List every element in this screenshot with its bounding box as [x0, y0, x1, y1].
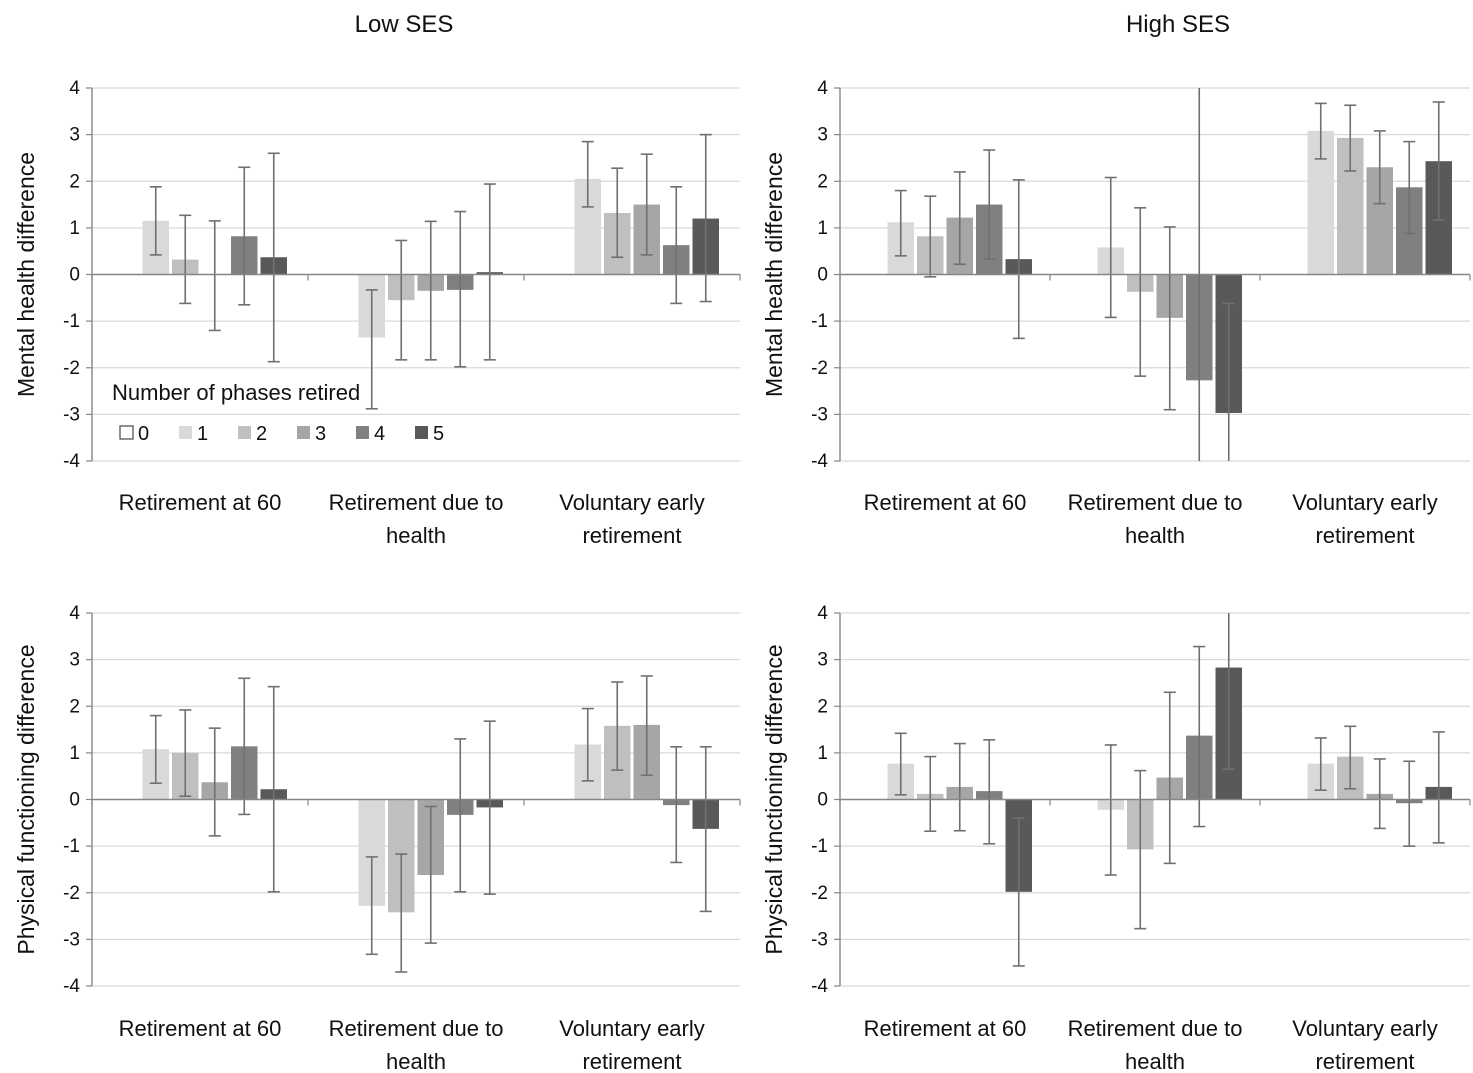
y-axis-label: Mental health difference: [13, 152, 39, 397]
category-label: health: [1125, 523, 1185, 548]
category-label: Voluntary early: [1292, 1016, 1438, 1041]
y-tick-label: 3: [817, 125, 828, 146]
legend-label: 5: [433, 423, 444, 445]
y-tick-label: 4: [69, 603, 80, 624]
category-label: Voluntary early: [559, 490, 705, 515]
category-label: retirement: [1315, 1049, 1414, 1073]
category-label: Retirement at 60: [864, 490, 1027, 515]
y-tick-label: -4: [811, 451, 828, 472]
y-tick-label: 2: [69, 696, 80, 717]
y-tick-label: 3: [69, 125, 80, 146]
legend-label: 3: [315, 423, 326, 445]
legend-swatch: [297, 426, 310, 439]
category-label: Retirement due to: [329, 490, 504, 515]
legend-label: 1: [197, 423, 208, 445]
chart-panel-0: 4 3 2 1 0 -1 -2 -3 -4 Retirement at 60 Retirement …: [13, 11, 741, 548]
y-tick-label: 0: [817, 790, 828, 811]
y-axis-label: Mental health difference: [761, 152, 787, 397]
y-tick-label: -3: [811, 929, 828, 950]
legend-label: 4: [374, 423, 385, 445]
y-tick-label: -2: [811, 883, 828, 904]
y-tick-label: 2: [817, 696, 828, 717]
y-axis-label: Physical functioning difference: [761, 644, 787, 954]
category-label: retirement: [582, 1049, 681, 1073]
legend-title: Number of phases retired: [112, 380, 360, 405]
category-label: Retirement at 60: [119, 1016, 282, 1041]
panel-title: Low SES: [355, 11, 454, 38]
y-tick-label: -3: [63, 929, 80, 950]
y-tick-label: -1: [63, 836, 80, 857]
category-label: health: [386, 523, 446, 548]
y-tick-label: -4: [63, 451, 80, 472]
y-tick-label: 0: [69, 265, 80, 286]
legend-swatch: [119, 425, 134, 440]
y-axis-label: Physical functioning difference: [13, 644, 39, 954]
y-tick-label: 0: [817, 265, 828, 286]
legend-label: 2: [256, 423, 267, 445]
y-tick-label: 3: [817, 650, 828, 671]
y-tick-label: 3: [69, 650, 80, 671]
category-label: Retirement due to: [1068, 490, 1243, 515]
y-tick-label: -2: [63, 883, 80, 904]
y-tick-label: -3: [63, 404, 80, 425]
category-label: Retirement at 60: [119, 490, 282, 515]
panel-title: High SES: [1126, 11, 1230, 38]
category-label: Retirement at 60: [864, 1016, 1027, 1041]
y-tick-label: 0: [69, 790, 80, 811]
category-label: Voluntary early: [1292, 490, 1438, 515]
category-label: retirement: [582, 523, 681, 548]
y-tick-label: 1: [817, 743, 828, 764]
category-label: health: [386, 1049, 446, 1073]
category-label: health: [1125, 1049, 1185, 1073]
y-tick-label: 1: [69, 218, 80, 239]
y-tick-label: -1: [811, 836, 828, 857]
y-tick-label: -4: [63, 976, 80, 997]
y-tick-label: 4: [817, 78, 828, 99]
y-tick-label: -1: [63, 311, 80, 332]
chart-panel-3: 4 3 2 1 0 -1 -2 -3 -4 Retirement at 60 Retirement …: [761, 603, 1471, 1073]
y-tick-label: -4: [811, 976, 828, 997]
legend: Number of phases retired 0 1 2 3 4 5: [112, 380, 444, 445]
y-tick-label: -1: [811, 311, 828, 332]
legend-swatch: [356, 426, 369, 439]
chart-panel-1: 4 3 2 1 0 -1 -2 -3 -4 Retirement at 60 Retirement …: [761, 11, 1471, 548]
legend-label: 0: [138, 423, 149, 445]
y-tick-label: 1: [817, 218, 828, 239]
legend-swatch: [179, 426, 192, 439]
legend-swatch: [415, 426, 428, 439]
category-label: Voluntary early: [559, 1016, 705, 1041]
y-tick-label: 4: [69, 78, 80, 99]
legend-swatch: [238, 426, 251, 439]
y-tick-label: -2: [811, 358, 828, 379]
y-tick-label: 1: [69, 743, 80, 764]
category-label: Retirement due to: [329, 1016, 504, 1041]
y-tick-label: -3: [811, 404, 828, 425]
y-tick-label: 4: [817, 603, 828, 624]
y-tick-label: 2: [817, 171, 828, 192]
category-label: retirement: [1315, 523, 1414, 548]
chart-panel-2: 4 3 2 1 0 -1 -2 -3 -4 Retirement at 60 Retirement …: [13, 603, 741, 1073]
category-label: Retirement due to: [1068, 1016, 1243, 1041]
y-tick-label: 2: [69, 171, 80, 192]
y-tick-label: -2: [63, 358, 80, 379]
